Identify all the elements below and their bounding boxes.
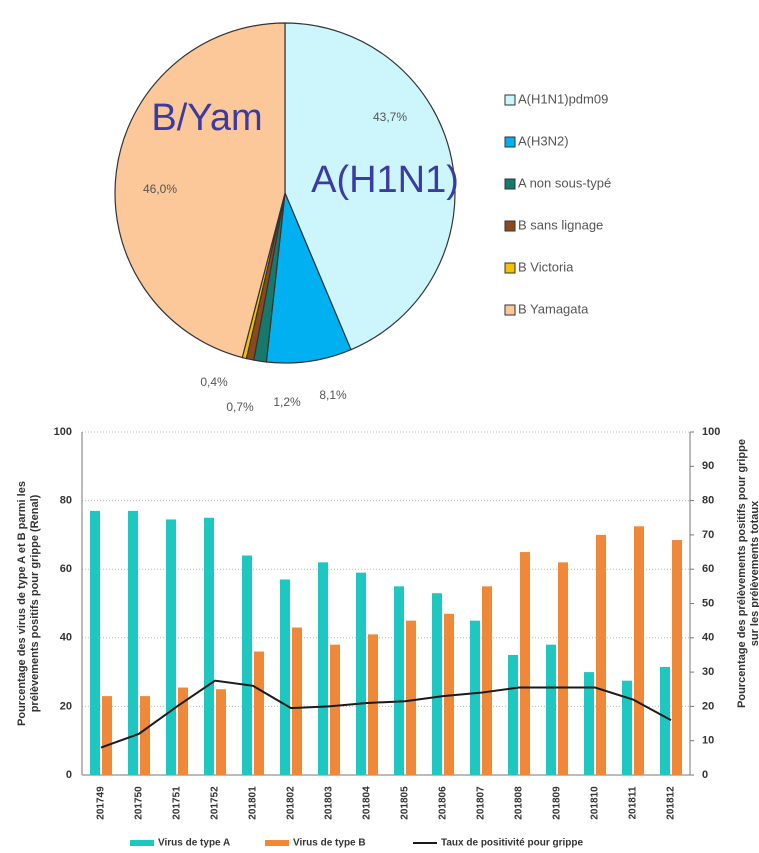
legend-swatch	[265, 840, 289, 846]
x-tick-label: 201752	[210, 786, 221, 820]
bar	[356, 572, 366, 775]
legend-label: A(H1N1)pdm09	[518, 91, 608, 106]
x-tick-label: 201811	[628, 786, 639, 819]
y2-tick-label: 40	[702, 632, 714, 644]
bar	[482, 586, 492, 775]
y2-tick-label: 0	[702, 769, 708, 781]
x-tick-label: 201807	[476, 786, 487, 820]
line	[100, 679, 672, 749]
legend-label: B sans lignage	[518, 217, 603, 232]
bar	[128, 510, 138, 775]
y-tick-label: 20	[60, 700, 72, 712]
x-tick-label: 201751	[172, 786, 183, 820]
x-tick-label: 201803	[324, 786, 335, 820]
bar	[584, 672, 594, 775]
y-tick-label: 0	[66, 769, 72, 781]
bar	[318, 562, 328, 775]
bar	[368, 634, 378, 775]
slice-label: 8,1%	[319, 388, 347, 402]
annotation: B/Yam	[151, 97, 262, 139]
x-tick-label: 201801	[248, 786, 259, 820]
y2-tick-label: 20	[702, 700, 714, 712]
legend-swatch	[504, 262, 516, 274]
x-tick-label: 201810	[590, 786, 601, 820]
bar	[470, 620, 480, 775]
legend-label: A non sous-typé	[518, 175, 611, 190]
legend-label: Virus de type A	[158, 838, 230, 849]
bar	[672, 540, 682, 775]
x-tick-label: 201812	[666, 786, 677, 820]
y-axis-label: Pourcentage des virus de type A et B par…	[16, 481, 28, 726]
y2-tick-label: 50	[702, 597, 714, 609]
y2-tick-label: 60	[702, 563, 714, 575]
bar	[622, 680, 632, 775]
bar	[140, 696, 150, 775]
y2-axis-label: sur les prélèvements totaux	[749, 500, 759, 646]
bar	[242, 555, 252, 775]
pie-slice	[114, 22, 286, 359]
y-tick-label: 60	[60, 563, 72, 575]
y2-tick-label: 30	[702, 666, 714, 678]
bar	[406, 620, 416, 775]
slice-label: 0,4%	[200, 375, 228, 389]
bar	[204, 517, 214, 775]
y-tick-label: 100	[54, 426, 72, 438]
bar	[216, 689, 226, 775]
bar	[596, 534, 606, 775]
y2-tick-label: 80	[702, 495, 714, 507]
bar	[508, 654, 518, 775]
y2-tick-label: 10	[702, 735, 714, 747]
legend-label: Taux de positivité pour grippe	[441, 838, 583, 849]
slice-label: 43,7%	[373, 110, 407, 124]
bar	[432, 593, 442, 775]
x-tick-label: 201750	[134, 786, 145, 820]
legend-swatch	[504, 178, 516, 190]
bar	[254, 651, 264, 775]
x-tick-label: 201802	[286, 786, 297, 820]
y2-tick-label: 70	[702, 529, 714, 541]
legend-swatch	[504, 220, 516, 232]
legend-label: B Yamagata	[518, 301, 589, 316]
y2-tick-label: 90	[702, 460, 714, 472]
legend-swatch	[130, 840, 154, 846]
legend-swatch	[504, 136, 516, 148]
legend-label: Virus de type B	[293, 838, 366, 849]
bar	[558, 562, 568, 775]
bar	[90, 510, 100, 775]
x-tick-label: 201749	[96, 786, 107, 820]
bar	[444, 613, 454, 775]
bar	[330, 644, 340, 775]
legend-label: A(H3N2)	[518, 133, 569, 148]
legend-label: B Victoria	[518, 259, 574, 274]
bar	[660, 666, 670, 775]
y2-axis-label: Pourcentage des prélèvements positifs po…	[736, 439, 748, 708]
y-tick-label: 40	[60, 632, 72, 644]
legend-swatch	[504, 304, 516, 316]
bar	[394, 586, 404, 775]
bar	[292, 627, 302, 775]
bar	[166, 519, 176, 775]
slice-label: 46,0%	[143, 182, 177, 196]
bar	[280, 579, 290, 775]
x-tick-label: 201806	[438, 786, 449, 820]
y2-tick-label: 100	[702, 426, 720, 438]
y-tick-label: 80	[60, 495, 72, 507]
x-tick-label: 201804	[362, 786, 373, 820]
slice-label: 0,7%	[226, 400, 254, 414]
x-tick-label: 201805	[400, 786, 411, 820]
bar	[520, 552, 530, 775]
x-tick-label: 201808	[514, 786, 525, 820]
bar	[102, 696, 112, 775]
slice-label: 1,2%	[273, 395, 301, 409]
x-tick-label: 201809	[552, 786, 563, 820]
y-axis-label: prélèvements positifs pour grippe (Renal…	[29, 494, 41, 712]
bar	[178, 687, 188, 775]
bar	[634, 526, 644, 775]
legend-swatch	[504, 94, 516, 106]
pie-slice	[284, 22, 456, 351]
bar	[546, 644, 556, 775]
annotation: A(H1N1)	[311, 159, 459, 201]
